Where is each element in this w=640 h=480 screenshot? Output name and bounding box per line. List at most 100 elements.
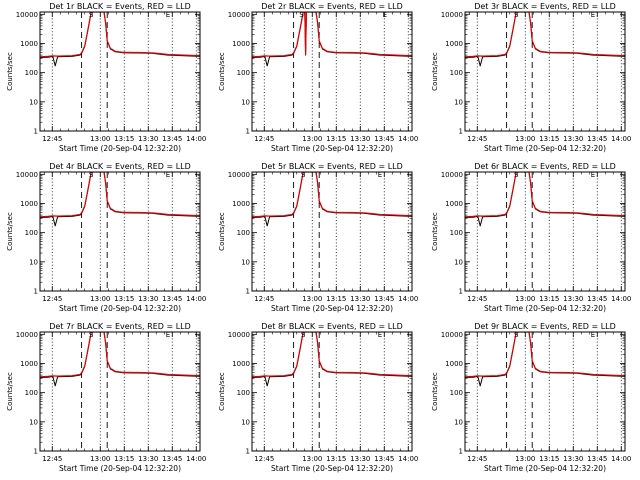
x-tick-label: 12:45: [254, 455, 274, 463]
x-tick-label: 12:45: [467, 135, 487, 143]
x-tick-label: 13:45: [374, 295, 394, 303]
x-tick-label: 13:15: [539, 455, 559, 463]
x-tick-label: 12:45: [42, 455, 62, 463]
chart-panel-det-8r: Det 8r BLACK = Events, RED = LLD Counts/s…: [218, 322, 418, 473]
y-tick-label: 10: [454, 258, 463, 266]
x-tick-label: 14:00: [611, 455, 631, 463]
x-axis-label: Start Time (20-Sep-04 12:32:20): [271, 304, 393, 313]
y-tick-label: 1: [246, 128, 250, 136]
y-tick-label: 10000: [441, 11, 463, 19]
y-tick-label: 10000: [16, 11, 38, 19]
y-tick-label: 1000: [445, 360, 463, 368]
x-tick-label: 14:00: [398, 455, 418, 463]
x-tick-label: 12:45: [254, 295, 274, 303]
series-line-events: [252, 12, 412, 67]
plot-frame: [464, 11, 626, 132]
y-axis-label: Counts/sec: [6, 52, 14, 91]
start-marker: S: [89, 11, 94, 19]
y-axis-label: Counts/sec: [431, 372, 439, 411]
chart-panel-det-2r: Det 2r BLACK = Events, RED = LLD Counts/s…: [218, 2, 418, 153]
x-tick-label: 13:15: [114, 295, 134, 303]
x-tick-label: 12:45: [467, 295, 487, 303]
y-axis-label: Counts/sec: [431, 212, 439, 251]
series-line-events: [465, 332, 625, 387]
chart-title: Det 1r BLACK = Events, RED = LLD: [49, 2, 191, 11]
y-tick-label: 10: [29, 418, 38, 426]
chart-panel-det-3r: Det 3r BLACK = Events, RED = LLD Counts/s…: [431, 2, 631, 153]
y-tick-label: 1000: [232, 200, 250, 208]
x-tick-label: 12:45: [42, 295, 62, 303]
y-tick-label: 10: [454, 98, 463, 106]
chart-panel-det-5r: Det 5r BLACK = Events, RED = LLD Counts/s…: [218, 162, 418, 313]
series-line-events: [252, 172, 412, 227]
x-tick-label: 13:30: [563, 135, 583, 143]
y-tick-label: 10000: [228, 171, 250, 179]
plot-frame: [251, 331, 413, 452]
y-tick-label: 1000: [232, 360, 250, 368]
x-tick-label: 13:00: [90, 295, 110, 303]
x-tick-label: 13:15: [114, 135, 134, 143]
x-tick-label: 13:15: [326, 455, 346, 463]
chart-title: Det 7r BLACK = Events, RED = LLD: [49, 322, 191, 331]
y-axis-label: Counts/sec: [218, 52, 226, 91]
end-marker: E: [378, 171, 382, 179]
x-tick-label: 13:15: [539, 295, 559, 303]
y-tick-label: 1000: [20, 40, 38, 48]
start-marker: S: [514, 331, 519, 339]
x-tick-label: 12:45: [467, 455, 487, 463]
end-marker: E: [378, 331, 382, 339]
y-tick-label: 10: [454, 418, 463, 426]
chart-panel-det-6r: Det 6r BLACK = Events, RED = LLD Counts/s…: [431, 162, 631, 313]
x-axis-label: Start Time (20-Sep-04 12:32:20): [484, 464, 606, 473]
y-tick-label: 1: [246, 288, 250, 296]
x-tick-label: 12:45: [42, 135, 62, 143]
start-marker: S: [89, 171, 94, 179]
y-tick-label: 1000: [20, 200, 38, 208]
x-axis-label: Start Time (20-Sep-04 12:32:20): [484, 304, 606, 313]
x-tick-label: 14:00: [611, 135, 631, 143]
y-tick-label: 10000: [441, 171, 463, 179]
end-marker: E: [166, 171, 170, 179]
x-tick-label: 13:00: [515, 455, 535, 463]
end-marker: E: [166, 11, 170, 19]
start-marker: S: [514, 11, 519, 19]
y-axis-label: Counts/sec: [6, 372, 14, 411]
x-tick-label: 13:00: [302, 295, 322, 303]
start-marker: S: [299, 11, 304, 19]
chart-panel-det-7r: Det 7r BLACK = Events, RED = LLD Counts/s…: [6, 322, 206, 473]
x-axis-label: Start Time (20-Sep-04 12:32:20): [59, 144, 181, 153]
series-line-events: [465, 12, 625, 67]
y-tick-label: 10: [29, 258, 38, 266]
y-tick-label: 10: [241, 98, 250, 106]
x-tick-label: 13:30: [138, 135, 158, 143]
end-marker: E: [591, 331, 595, 339]
x-tick-label: 13:00: [302, 135, 322, 143]
y-tick-label: 100: [450, 389, 463, 397]
x-tick-label: 13:45: [374, 455, 394, 463]
y-tick-label: 1000: [445, 40, 463, 48]
y-tick-label: 10: [241, 258, 250, 266]
x-tick-label: 14:00: [611, 295, 631, 303]
end-marker: E: [591, 11, 595, 19]
y-tick-label: 10000: [16, 171, 38, 179]
x-tick-label: 13:15: [326, 135, 346, 143]
x-tick-label: 14:00: [186, 455, 206, 463]
y-tick-label: 100: [237, 229, 250, 237]
series-line-lld: [40, 172, 200, 218]
y-tick-label: 100: [25, 389, 38, 397]
plot-frame: [39, 11, 201, 132]
series-line-lld: [465, 332, 625, 378]
y-tick-label: 1: [34, 128, 38, 136]
x-tick-label: 13:00: [90, 135, 110, 143]
y-tick-label: 10: [29, 98, 38, 106]
series-line-lld: [40, 12, 200, 58]
series-line-events: [40, 332, 200, 387]
x-tick-label: 13:00: [302, 455, 322, 463]
y-tick-label: 100: [237, 69, 250, 77]
plot-frame: [251, 11, 413, 132]
y-tick-label: 1000: [20, 360, 38, 368]
chart-panel-det-4r: Det 4r BLACK = Events, RED = LLD Counts/s…: [6, 162, 206, 313]
series-line-lld: [465, 12, 625, 58]
chart-panel-det-9r: Det 9r BLACK = Events, RED = LLD Counts/s…: [431, 322, 631, 473]
